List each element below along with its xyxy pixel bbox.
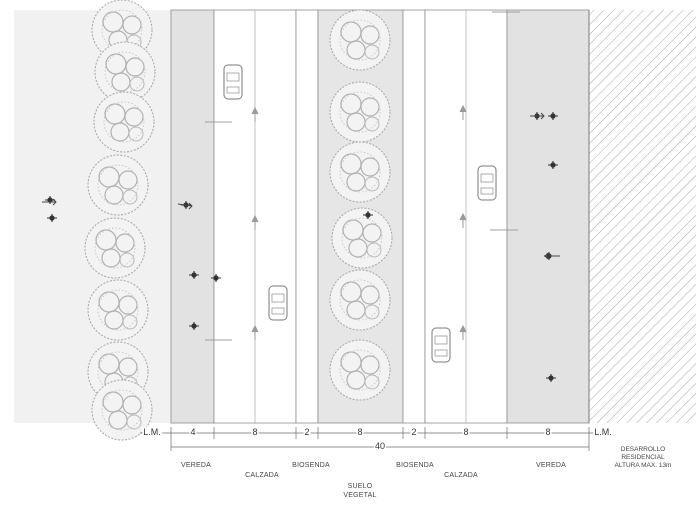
dim-lm-left: L.M.	[142, 427, 162, 437]
label-development-2: RESIDENCIAL	[621, 454, 665, 461]
label-calzada-left: CALZADA	[245, 472, 279, 479]
dim-lm-right: L.M.	[593, 427, 613, 437]
label-suelo-vegetal-2: VEGETAL	[343, 492, 377, 499]
dim-vereda-right: 8	[544, 427, 552, 437]
vereda-right-band	[506, 9, 590, 424]
dim-calzada-right: 8	[462, 427, 470, 437]
label-calzada-right: CALZADA	[444, 472, 478, 479]
dimension-lines	[140, 427, 600, 451]
cyclist-icon	[42, 112, 560, 260]
label-vereda-left: VEREDA	[181, 462, 211, 469]
label-development-3: ALTURA MAX. 13m	[614, 462, 672, 469]
dim-biosenda-right: 2	[410, 427, 418, 437]
label-development: DESARROLLO RESIDENCIAL ALTURA MAX. 13m	[615, 446, 672, 470]
label-suelo-vegetal-1: SUELO	[347, 483, 373, 490]
dim-total: 40	[373, 441, 387, 451]
development-hatch	[589, 10, 696, 423]
dim-suelo-vegetal: 8	[356, 427, 364, 437]
dim-biosenda-left: 2	[303, 427, 311, 437]
biosenda-right-band	[402, 9, 426, 424]
label-vereda-right: VEREDA	[536, 462, 566, 469]
arrow-icon	[251, 104, 467, 340]
crossing-mark	[205, 11, 520, 341]
label-biosenda-right: BIOSENDA	[396, 462, 434, 469]
dim-vereda-left: 4	[189, 427, 197, 437]
dim-calzada-left: 8	[251, 427, 259, 437]
label-biosenda-left: BIOSENDA	[292, 462, 330, 469]
biosenda-left-band	[295, 9, 319, 424]
vereda-left-band	[170, 9, 215, 424]
label-development-1: DESARROLLO	[620, 446, 666, 453]
